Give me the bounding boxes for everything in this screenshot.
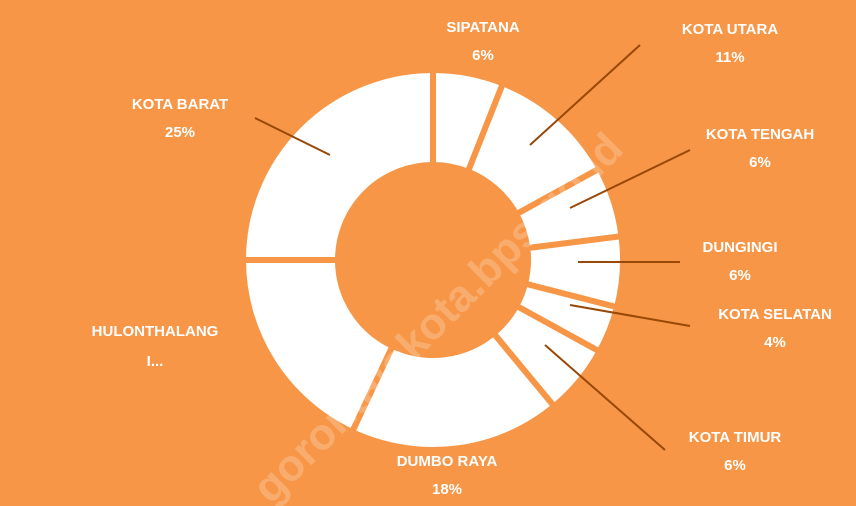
value-label: 6% <box>729 267 751 284</box>
category-label-part: HULONTHALANG <box>92 323 219 340</box>
category-label: KOTA BARAT <box>132 96 228 113</box>
category-label: DUMBO RAYA <box>397 453 498 470</box>
value-label: 18% <box>432 481 462 498</box>
leader-line <box>529 44 641 146</box>
donut-segment <box>239 66 436 263</box>
category-label: KOTA TIMUR <box>689 429 782 446</box>
leader-line <box>544 344 666 451</box>
donut-segment <box>239 257 397 436</box>
leader-line <box>569 304 691 327</box>
value-label: 6% <box>749 154 771 171</box>
value-label: 11% <box>715 49 744 66</box>
leader-line <box>254 117 331 156</box>
value-label: 6% <box>472 47 494 64</box>
value-label: 4% <box>764 334 786 351</box>
donut-segment <box>348 328 559 453</box>
leader-line <box>569 149 691 209</box>
category-label: KOTA TENGAH <box>706 126 814 143</box>
category-label: KOTA UTARA <box>682 21 779 38</box>
category-label-part: I... <box>147 353 164 370</box>
category-label: HULONTHALANG I... <box>92 323 219 370</box>
value-label: 6% <box>724 457 746 474</box>
value-label: 25% <box>165 124 195 141</box>
category-label: KOTA SELATAN <box>718 306 832 323</box>
category-label: SIPATANA <box>446 19 519 36</box>
category-label: DUNGINGI <box>703 239 778 256</box>
